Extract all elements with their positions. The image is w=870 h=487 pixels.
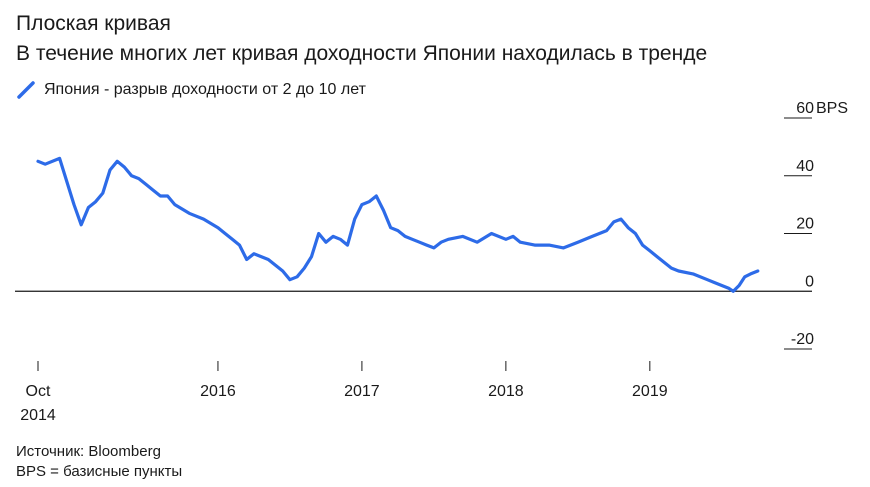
x-axis: Oct 2014 2016 2017 2018 2019 [20,361,668,424]
legend-swatch-icon [17,81,35,99]
series-line [36,156,760,293]
source-note: Источник: Bloomberg [16,443,161,460]
chart-subtitle: В течение многих лет кривая доходности Я… [16,42,708,65]
y-tick-label: -20 [791,331,814,348]
y-unit-label: BPS [816,100,848,117]
x-tick-label: 2016 [200,383,236,400]
x-tick-label: 2018 [488,383,524,400]
series-layer [36,156,760,293]
x-tick-label: 2017 [344,383,380,400]
unit-note: BPS = базисные пункты [16,463,183,480]
chart-title: Плоская кривая [16,12,171,35]
footer: Источник: Bloomberg BPS = базисные пункт… [16,442,182,482]
y-tick-label: 60 [796,100,814,117]
y-tick-label: 0 [805,273,814,290]
x-tick-label: 2019 [632,383,668,400]
legend-label: Япония - разрыв доходности от 2 до 10 ле… [44,81,366,98]
y-axis: 60 BPS 40 20 0 -20 [15,100,848,350]
y-tick-label: 40 [796,158,814,175]
x-tick-label: Oct [26,383,51,400]
legend: Япония - разрыв доходности от 2 до 10 ле… [16,80,366,100]
y-tick-label: 20 [796,216,814,233]
x-tick-label-year: 2014 [20,407,56,424]
